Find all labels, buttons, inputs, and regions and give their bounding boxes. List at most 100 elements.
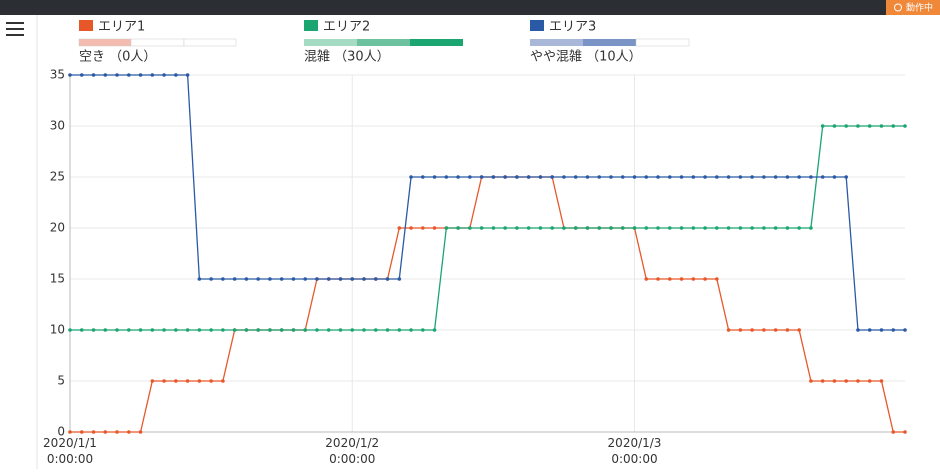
data-point (750, 328, 754, 332)
data-point (256, 277, 260, 281)
data-point (385, 277, 390, 281)
data-point (373, 328, 378, 332)
legend-label: エリア2 (323, 20, 370, 35)
data-point (221, 328, 225, 332)
data-point (315, 277, 319, 281)
data-point (127, 73, 131, 77)
data-point (491, 226, 496, 230)
data-point (738, 175, 743, 179)
data-point (185, 328, 190, 332)
data-point (844, 379, 848, 383)
data-point (856, 379, 860, 383)
data-point (185, 73, 190, 77)
data-point (197, 277, 202, 281)
data-point (773, 328, 778, 332)
data-point (538, 175, 543, 179)
data-point (632, 226, 637, 230)
data-point (279, 277, 284, 281)
y-tick-label: 30 (50, 119, 65, 133)
data-point (879, 379, 884, 383)
y-tick-label: 25 (50, 170, 65, 184)
data-point (256, 328, 260, 332)
data-point (150, 328, 155, 332)
data-point (326, 277, 331, 281)
data-point (656, 277, 660, 281)
data-point (738, 226, 743, 230)
y-tick-label: 15 (50, 272, 65, 286)
data-point (879, 328, 884, 332)
data-point (691, 226, 696, 230)
data-point (162, 73, 166, 77)
data-point (79, 430, 84, 434)
y-tick-label: 5 (57, 374, 65, 388)
legend-swatch (304, 20, 318, 31)
data-point (362, 277, 366, 281)
data-point (573, 175, 578, 179)
data-point (162, 379, 166, 383)
data-point (562, 226, 566, 230)
data-point (91, 73, 96, 77)
data-point (103, 430, 108, 434)
badge-icon (894, 3, 902, 12)
data-point (326, 328, 331, 332)
legend-bars (78, 38, 690, 47)
menu-button[interactable] (6, 22, 24, 36)
data-point (338, 277, 343, 281)
data-point (844, 175, 848, 179)
data-point (268, 277, 272, 281)
data-point (691, 175, 696, 179)
data-point (409, 328, 413, 332)
data-point (820, 124, 825, 128)
data-point (703, 175, 707, 179)
data-point (656, 226, 660, 230)
data-point (456, 226, 460, 230)
data-point (585, 226, 590, 230)
data-point (903, 430, 907, 434)
data-point (209, 379, 213, 383)
data-point (773, 226, 778, 230)
data-point (303, 328, 308, 332)
legend-status: 空き （0人） (79, 50, 156, 65)
legend-swatch (530, 20, 544, 31)
data-point (244, 328, 249, 332)
data-point (750, 175, 754, 179)
data-point (715, 277, 719, 281)
data-point (150, 379, 155, 383)
data-point (244, 277, 249, 281)
data-point (221, 277, 225, 281)
data-point (832, 124, 837, 128)
data-point (279, 328, 284, 332)
data-point (115, 328, 119, 332)
data-point (620, 175, 625, 179)
data-point (867, 124, 872, 128)
data-point (597, 175, 602, 179)
data-point (162, 328, 166, 332)
y-tick-label: 20 (50, 221, 65, 235)
data-point (656, 175, 660, 179)
legend-label: エリア3 (549, 20, 596, 35)
data-point (526, 175, 531, 179)
data-point (68, 328, 72, 332)
data-point (867, 328, 872, 332)
data-point (468, 175, 472, 179)
data-point (891, 328, 896, 332)
data-point (903, 124, 907, 128)
data-point (785, 175, 790, 179)
data-point (797, 328, 801, 332)
data-point (409, 226, 413, 230)
legend-status: 混雑 （30人） (304, 49, 390, 65)
data-point (797, 226, 801, 230)
data-point (444, 226, 449, 230)
data-point (468, 226, 472, 230)
data-point (667, 277, 672, 281)
data-point (303, 277, 308, 281)
data-point (291, 328, 296, 332)
data-point (644, 277, 649, 281)
data-point (856, 124, 860, 128)
series-line (70, 125, 905, 331)
data-point (338, 328, 343, 332)
data-point (762, 226, 766, 230)
status-badge[interactable] (886, 0, 940, 15)
data-point (785, 226, 790, 230)
data-point (373, 277, 378, 281)
